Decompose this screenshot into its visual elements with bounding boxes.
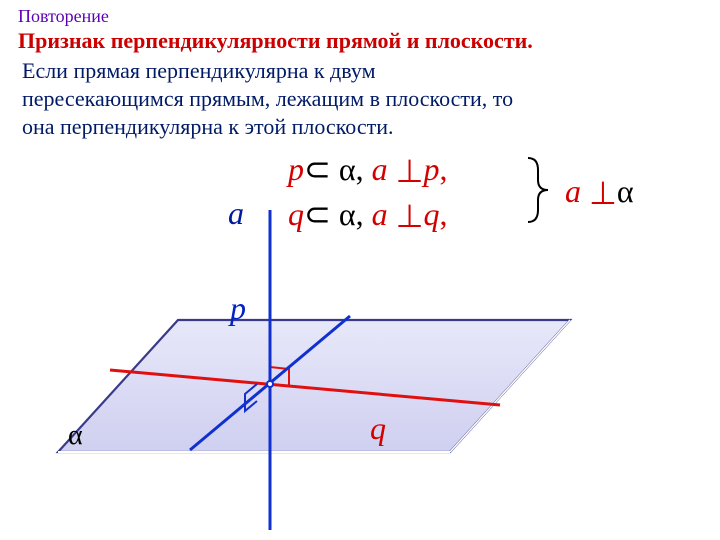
geometry-diagram [0,0,720,540]
label-p: p [230,290,246,327]
plane-alpha [58,320,570,452]
label-q: q [370,410,386,447]
intersection-point [267,381,273,387]
brace-icon [528,158,548,222]
label-alpha: α [68,420,83,452]
